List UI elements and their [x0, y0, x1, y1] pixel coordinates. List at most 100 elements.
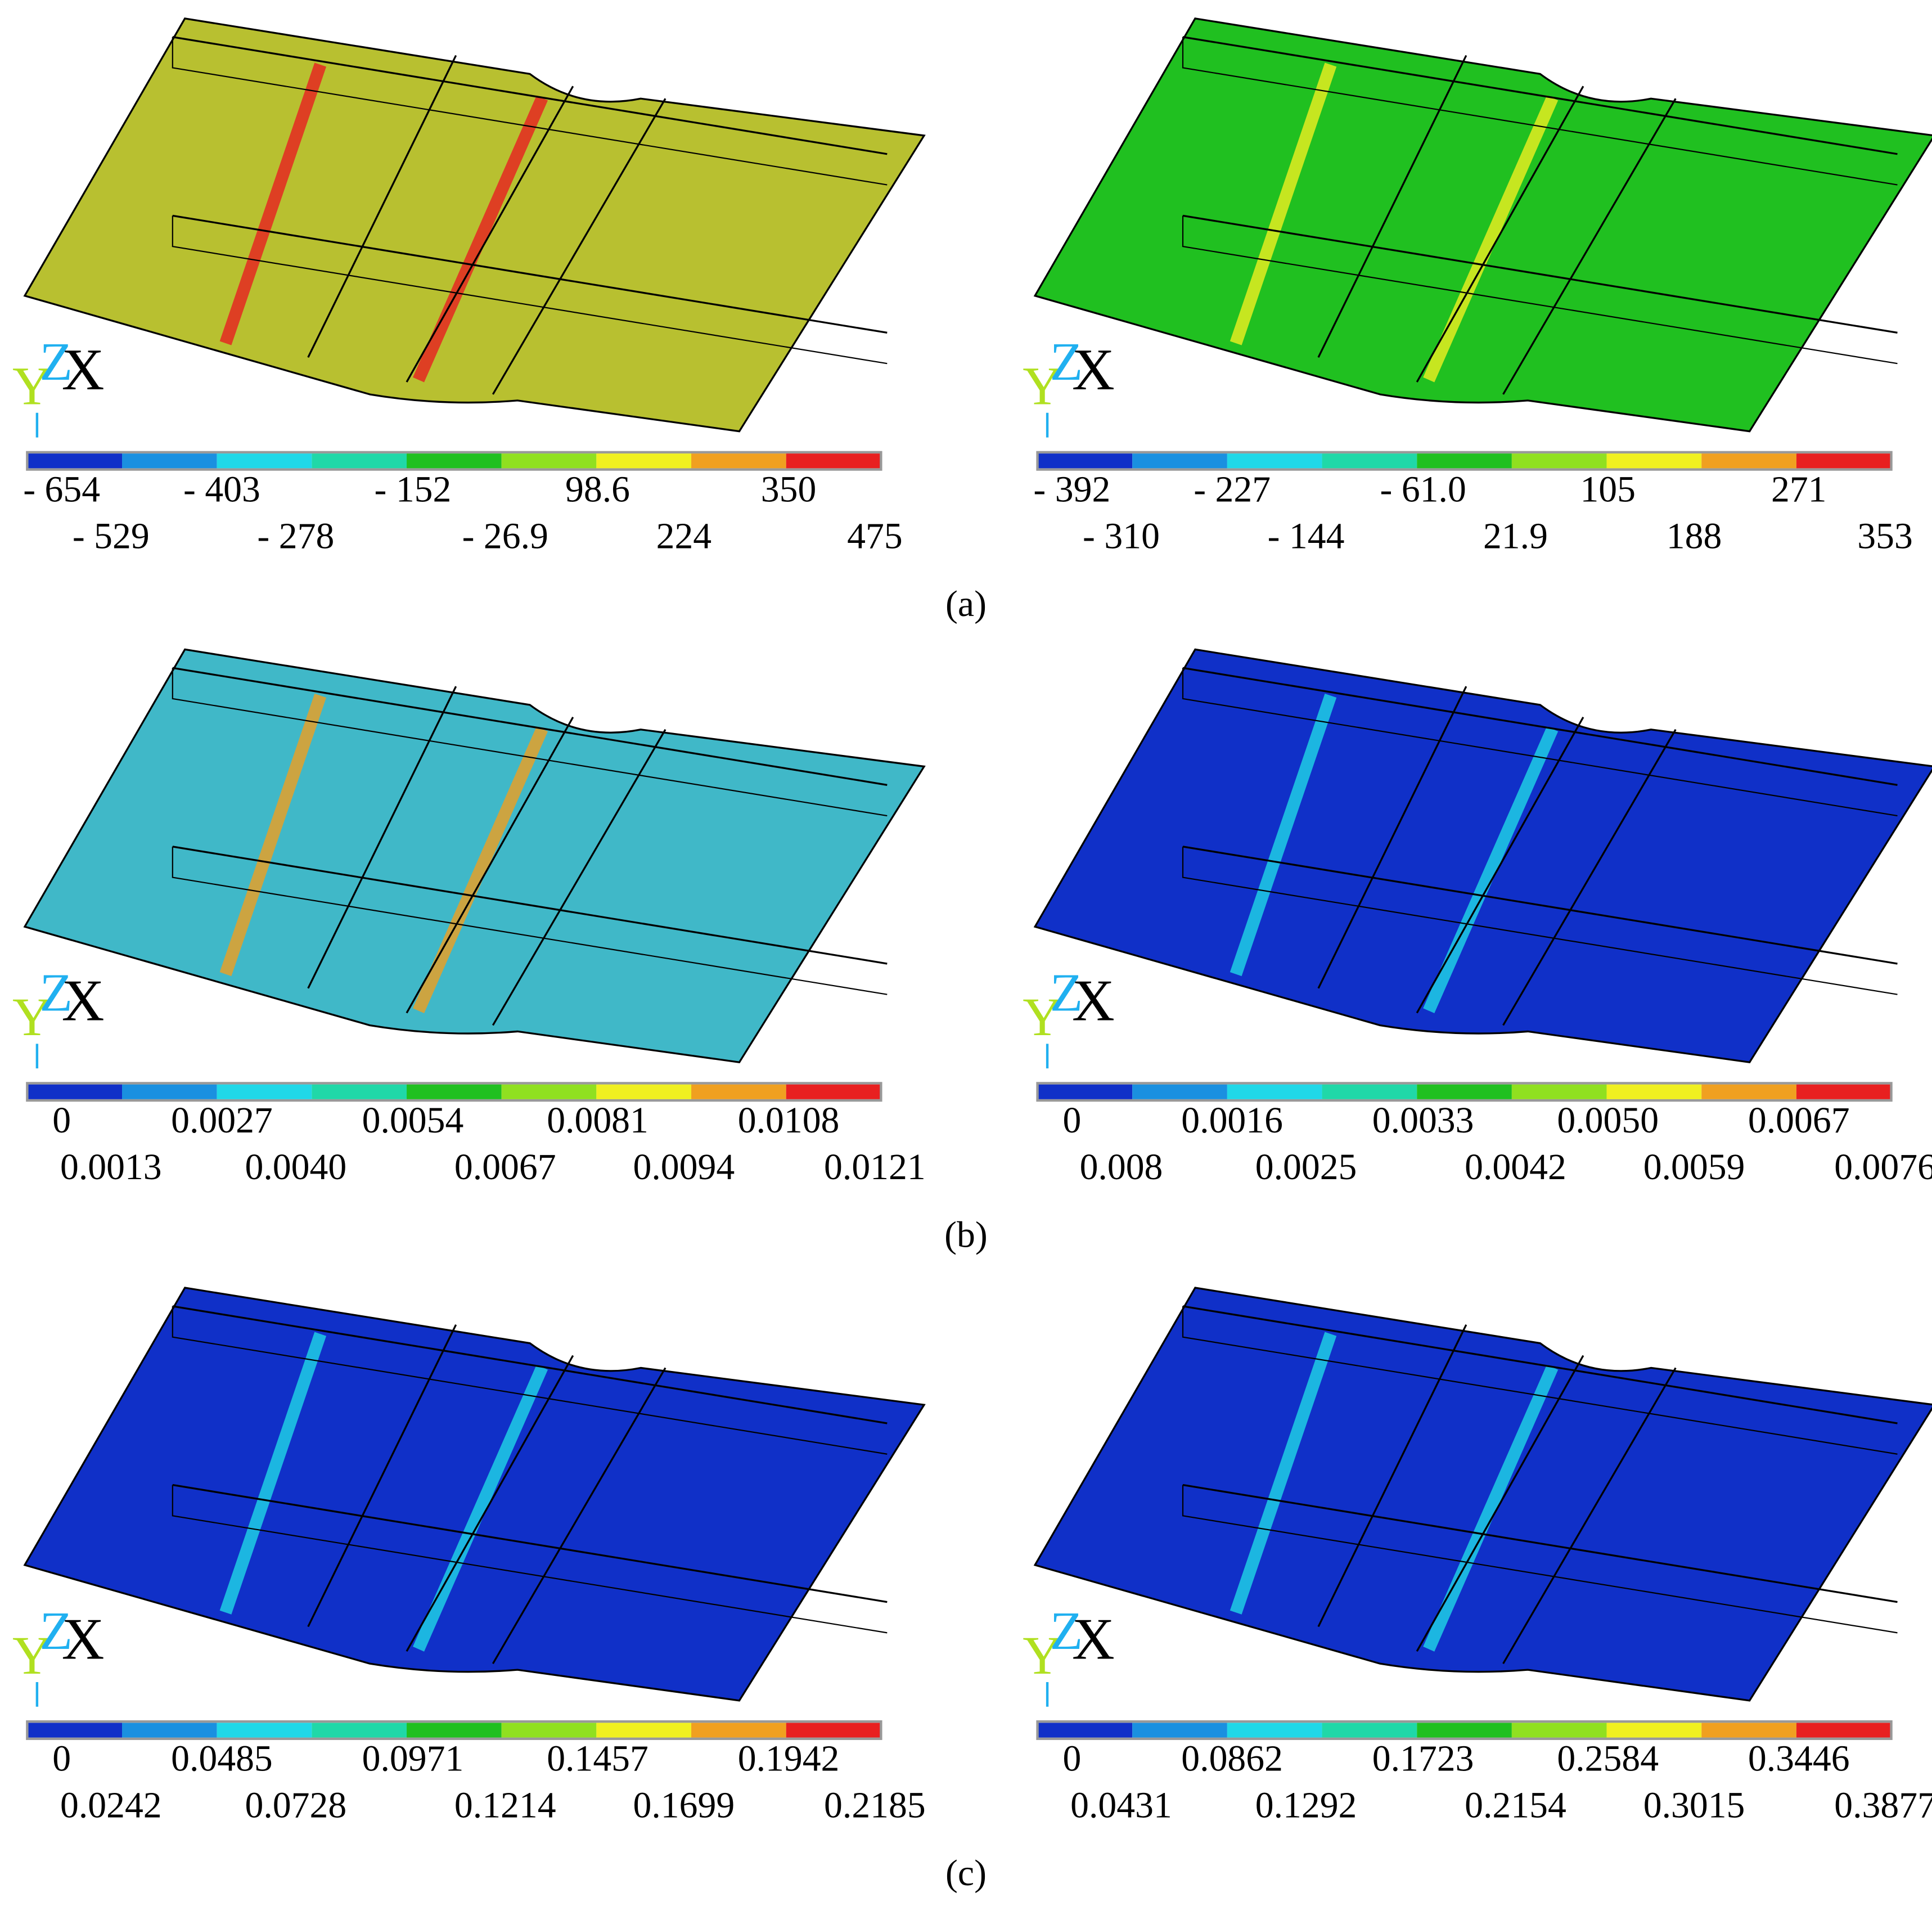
legend-label: 0.0485	[171, 1738, 273, 1779]
legend-swatch	[786, 1723, 881, 1738]
legend-label: - 26.9	[462, 516, 548, 557]
legend-label: 0.2584	[1557, 1738, 1659, 1779]
stress-band	[413, 1364, 548, 1652]
legend-swatch	[1322, 1723, 1417, 1738]
legend-swatch	[1796, 453, 1892, 469]
axis-z: Z	[1050, 962, 1083, 1022]
legend-swatch	[1511, 1084, 1607, 1099]
frame	[406, 1355, 574, 1652]
plate	[1033, 17, 1932, 433]
legend-swatch	[27, 453, 123, 469]
stiffener-web	[1182, 1306, 1898, 1455]
stress-band	[219, 693, 327, 977]
stiffener	[172, 667, 888, 786]
frame	[1317, 55, 1467, 358]
frame	[406, 717, 574, 1014]
legend-label: 0.0121	[824, 1147, 926, 1188]
stiffener-web	[172, 215, 888, 365]
axis-x: X	[1072, 336, 1115, 402]
stress-band	[413, 95, 548, 383]
legend-label: 0.2154	[1465, 1785, 1566, 1826]
legend-label: 0.1699	[633, 1785, 735, 1826]
stress-band	[1423, 726, 1559, 1014]
legend-label: 224	[656, 516, 712, 557]
legend-swatch	[1701, 453, 1796, 469]
axis-y: Y	[1023, 1625, 1062, 1685]
legend-swatch	[1606, 453, 1702, 469]
frame	[307, 55, 457, 358]
legend-swatch	[122, 453, 217, 469]
legend-label: 105	[1580, 469, 1636, 510]
legend-label: 0.0013	[60, 1147, 162, 1188]
stiffener-web	[172, 37, 888, 186]
legend-swatch	[596, 1723, 692, 1738]
axis-z: Z	[39, 331, 73, 392]
legend-label: 0.3015	[1643, 1785, 1745, 1826]
legend-swatch	[122, 1084, 217, 1099]
legend-label: 0.0067	[454, 1147, 556, 1188]
legend-swatch	[1606, 1084, 1702, 1099]
legend-swatch	[786, 453, 881, 469]
legend-frame	[26, 1720, 882, 1740]
legend-label: 0.0016	[1181, 1100, 1283, 1141]
stiffener	[1182, 1484, 1898, 1603]
plate	[1033, 1287, 1932, 1702]
legend-label: - 403	[183, 469, 260, 510]
stress-band	[219, 1332, 327, 1615]
legend-swatch	[786, 1084, 881, 1099]
legend-frame	[1036, 451, 1893, 471]
legend-label: 0.3446	[1748, 1738, 1850, 1779]
legend-label: - 529	[73, 516, 150, 557]
frame	[307, 686, 457, 989]
legend-label: 0.0027	[171, 1100, 273, 1141]
legend-label: 0	[52, 1738, 71, 1779]
legend-label: 475	[847, 516, 903, 557]
legend-label: 21.9	[1483, 516, 1548, 557]
legend-label: 0.0242	[60, 1785, 162, 1826]
stiffener	[1182, 214, 1898, 334]
legend-label: 0.008	[1080, 1147, 1163, 1188]
stiffener-web	[1182, 37, 1898, 186]
legend-swatch	[312, 1084, 407, 1099]
legend-swatch	[1227, 453, 1322, 469]
legend-swatch	[1132, 1084, 1227, 1099]
legend-swatch	[596, 453, 692, 469]
legend-swatch	[1701, 1084, 1796, 1099]
legend-label: - 310	[1083, 516, 1160, 557]
legend-swatch	[407, 1723, 502, 1738]
legend-swatch	[1701, 1723, 1796, 1738]
legend-label: 0.0094	[633, 1147, 735, 1188]
legend-label: 0.0076	[1834, 1147, 1932, 1188]
legend-label: 0	[1062, 1100, 1081, 1141]
legend-label: 0.2185	[824, 1785, 926, 1826]
caption: (c)	[945, 1853, 987, 1894]
legend-swatch	[217, 1723, 312, 1738]
legend-label: 0.0108	[738, 1100, 840, 1141]
legend-swatch	[1037, 453, 1133, 469]
legend-label: 0.1457	[547, 1738, 648, 1779]
stiffener-web	[1182, 668, 1898, 817]
legend-swatch	[27, 1084, 123, 1099]
frame	[307, 1324, 457, 1628]
panel: YZX - 392 - 227 - 61.0 105 271 - 310 - 144 21.9 1…	[1023, 17, 1932, 557]
legend-label: 0.0971	[362, 1738, 464, 1779]
axis-y: Y	[1023, 356, 1062, 416]
legend-label: 0.0081	[547, 1100, 648, 1141]
legend-swatch	[122, 1723, 217, 1738]
legend-label: 0.1723	[1372, 1738, 1474, 1779]
legend-swatch	[691, 1084, 786, 1099]
stiffener	[1182, 36, 1898, 155]
panel: YZX - 654 - 403 - 152 98.6 350 - 529 - 278 - 26.…	[12, 17, 926, 557]
stiffener-web	[172, 846, 888, 995]
legend-frame	[1036, 1082, 1893, 1102]
legend-frame	[26, 451, 882, 471]
legend-swatch	[217, 453, 312, 469]
legend-label: 0.0050	[1557, 1100, 1659, 1141]
legend-label: 0.0033	[1372, 1100, 1474, 1141]
legend-swatch	[312, 1723, 407, 1738]
frame	[1317, 686, 1467, 989]
axis-y: Y	[12, 987, 52, 1047]
legend-swatch	[1037, 1084, 1133, 1099]
frame	[406, 86, 574, 383]
